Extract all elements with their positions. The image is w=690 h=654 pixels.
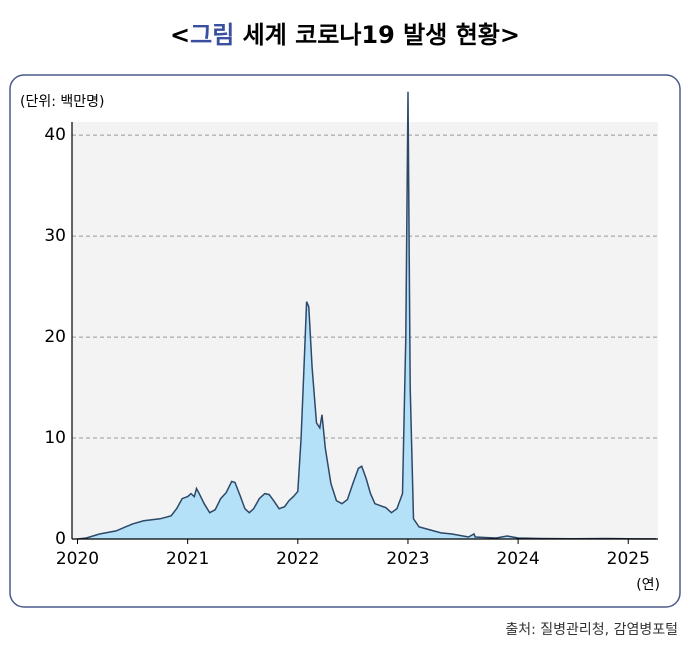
x-tick-label: 2020 <box>56 549 99 569</box>
x-tick-label: 2023 <box>386 549 429 569</box>
x-tick-label: 2021 <box>166 549 209 569</box>
title-bracket: < <box>170 21 190 49</box>
source: 출처: 질병관리청, 감염병포털 <box>505 622 678 638</box>
y-tick-label: 10 <box>44 428 66 448</box>
area-line <box>77 91 656 540</box>
chart-title: <그림 세계 코로나19 발생 현황> <box>170 21 520 49</box>
y-unit: (단위: 백만명) <box>20 94 105 110</box>
y-tick-label: 0 <box>55 529 66 549</box>
x-unit: (연) <box>636 577 660 593</box>
y-tick-label: 30 <box>44 226 66 246</box>
y-tick-label: 20 <box>44 327 66 347</box>
x-tick-label: 2025 <box>607 549 650 569</box>
x-tick-label: 2022 <box>276 549 319 569</box>
title-label: 그림 <box>190 21 234 49</box>
y-tick-label: 40 <box>44 125 66 145</box>
plot-area <box>72 122 658 539</box>
x-tick-label: 2024 <box>496 549 539 569</box>
title-text: 세계 코로나19 발생 현황> <box>234 21 520 49</box>
